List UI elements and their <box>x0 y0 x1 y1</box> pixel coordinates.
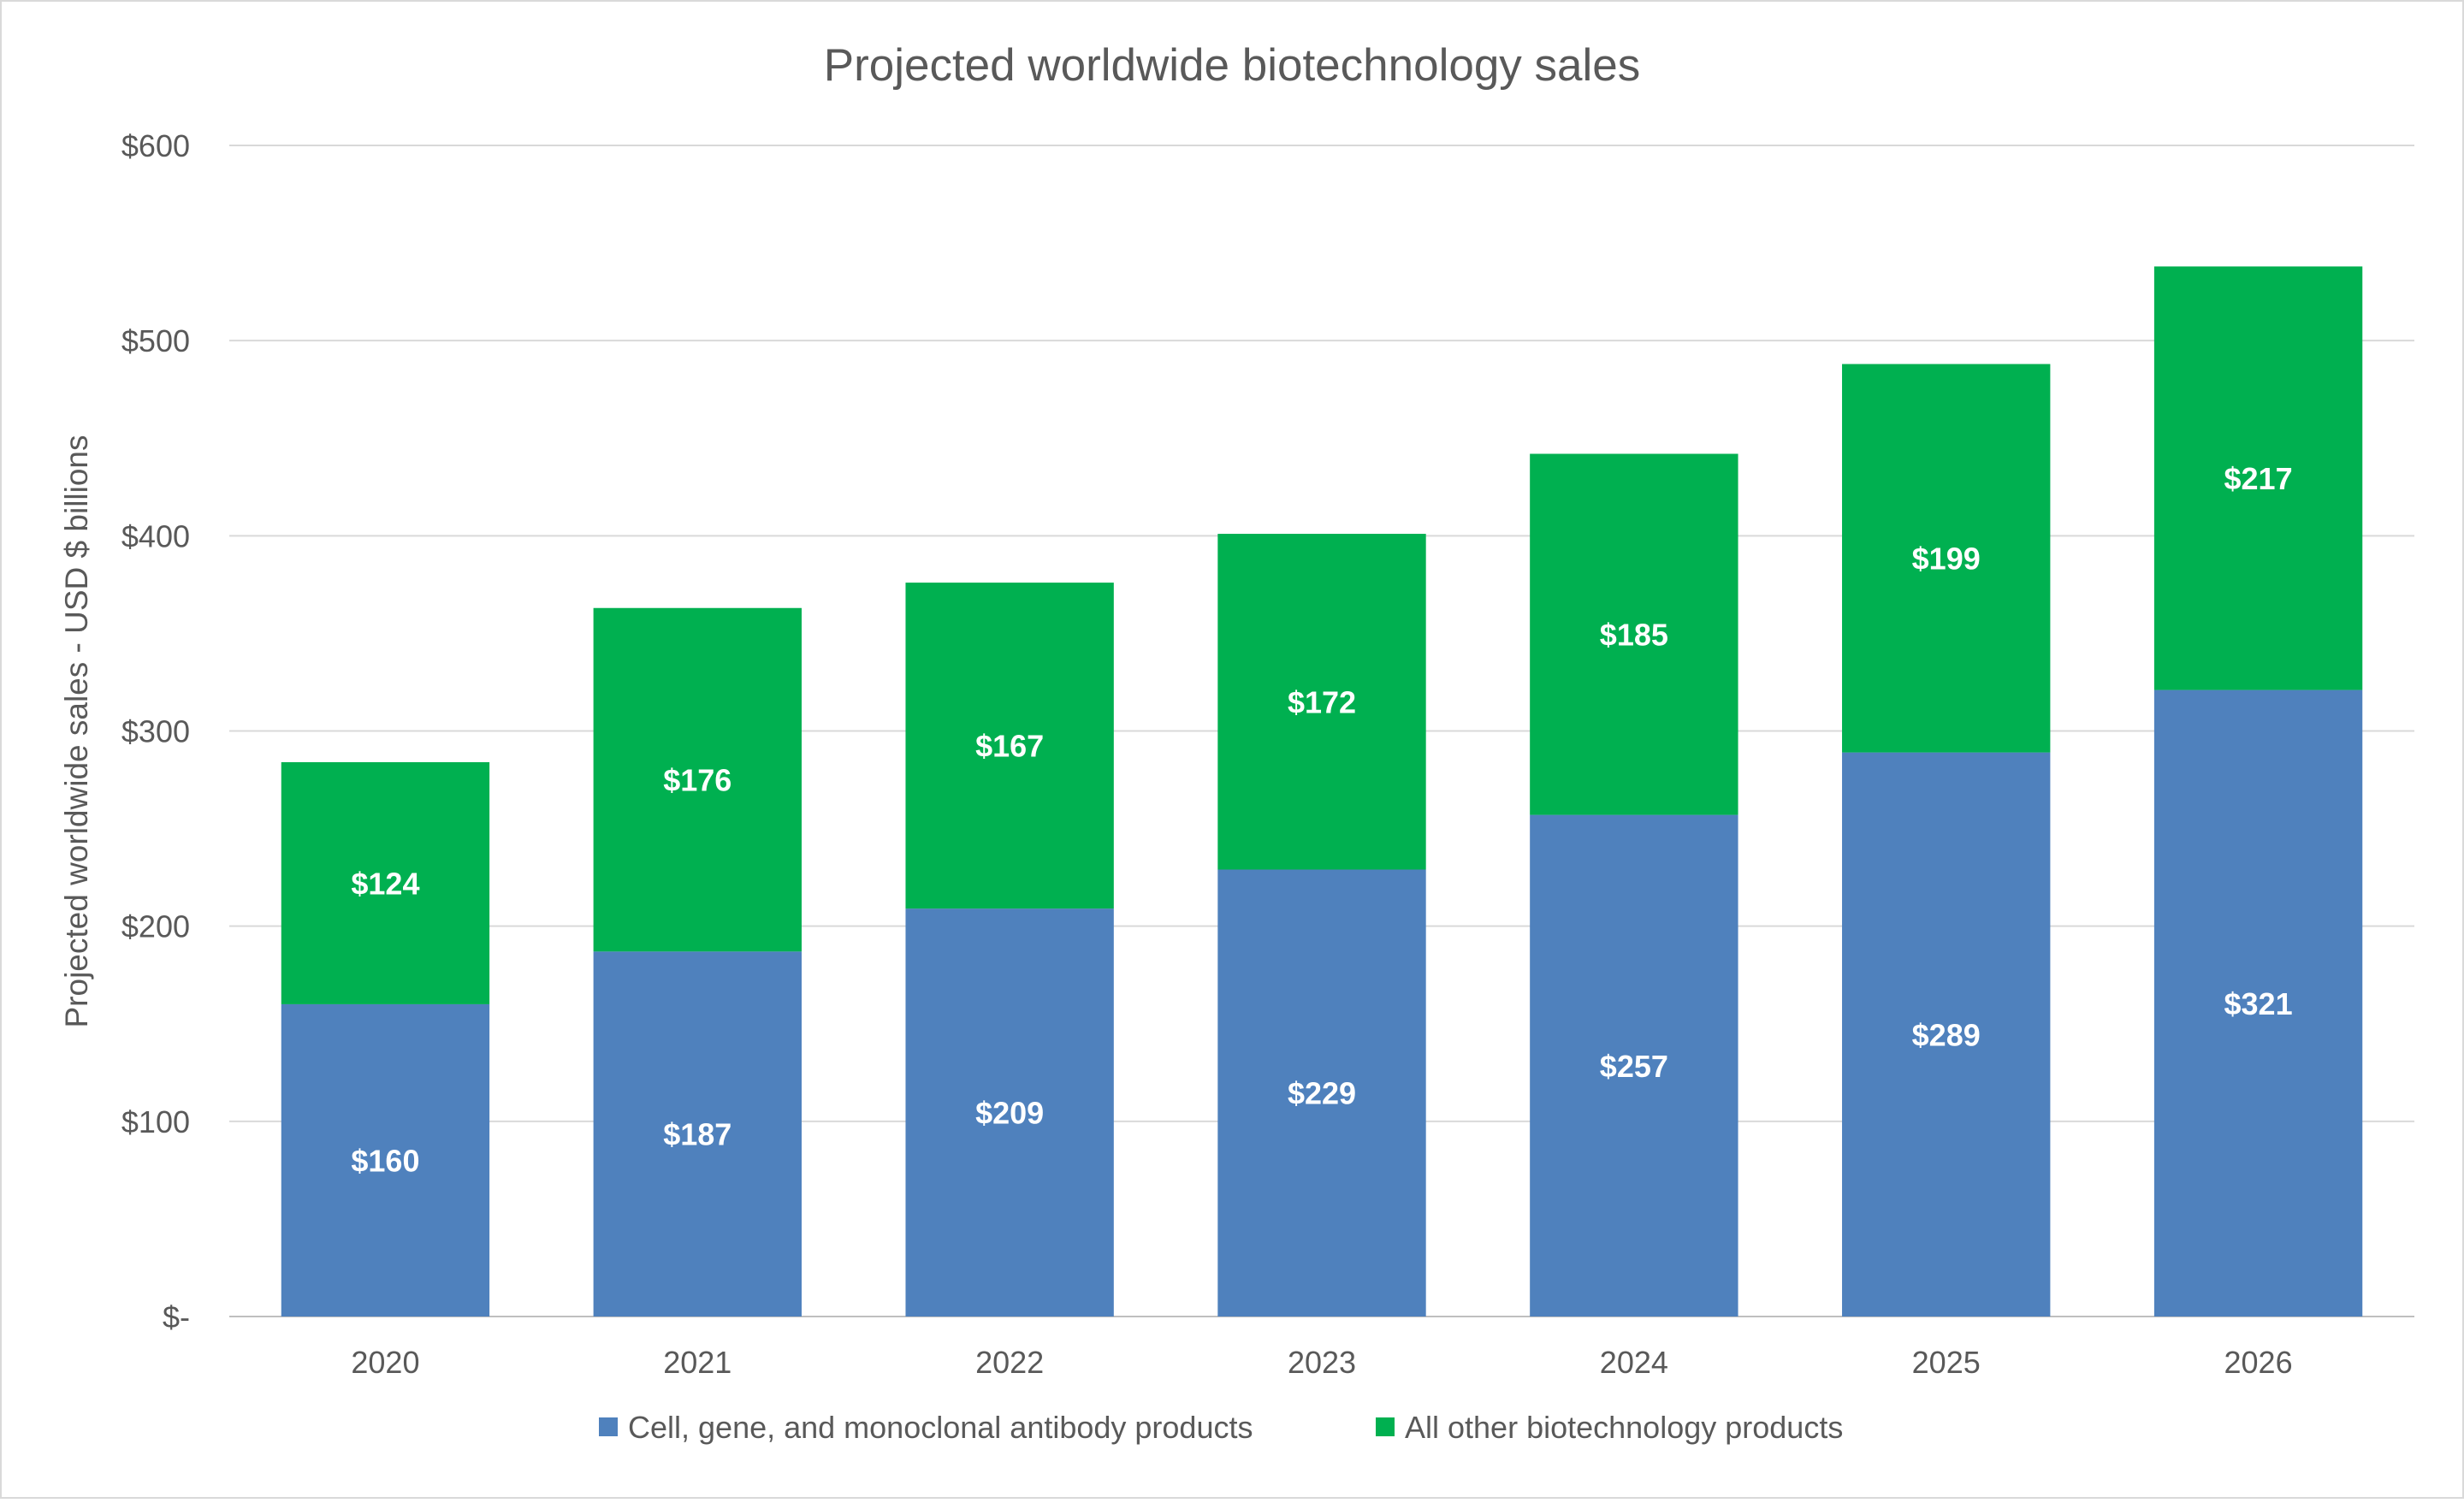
y-tick-label: $200 <box>121 909 190 944</box>
y-tick-label: $500 <box>121 323 190 358</box>
bar-segment <box>281 762 490 1004</box>
bar-segment <box>2153 266 2363 690</box>
y-axis-label: Projected worldwide sales - USD $ billio… <box>59 435 94 1027</box>
y-tick-label: $300 <box>121 714 190 749</box>
bar-segment <box>593 951 802 1317</box>
x-tick-label: 2024 <box>1600 1345 1668 1380</box>
x-tick-label: 2026 <box>2224 1345 2293 1380</box>
data-label: $176 <box>663 763 732 798</box>
data-label: $167 <box>975 729 1044 764</box>
x-tick-label: 2025 <box>1912 1345 1981 1380</box>
data-label: $209 <box>975 1096 1044 1131</box>
bar-segment <box>1217 534 1426 870</box>
y-tick-label: $- <box>163 1299 190 1334</box>
data-label: $217 <box>2224 461 2293 496</box>
x-axis: 2020 2021 2022 2023 2024 2025 2026 <box>351 1345 2292 1380</box>
y-tick-label: $600 <box>121 128 190 163</box>
legend: Cell, gene, and monoclonal antibody prod… <box>599 1410 1843 1445</box>
x-tick-label: 2023 <box>1288 1345 1356 1380</box>
bar-segment <box>1217 869 1426 1317</box>
bar-segment <box>281 1003 490 1317</box>
legend-label: All other biotechnology products <box>1405 1410 1843 1445</box>
y-axis: $- $100 $200 $300 $400 $500 $600 <box>121 128 190 1334</box>
data-label: $289 <box>1912 1017 1981 1052</box>
data-label: $187 <box>663 1117 732 1152</box>
bar-segment <box>1530 814 1738 1317</box>
x-tick-label: 2022 <box>975 1345 1044 1380</box>
legend-swatch <box>599 1417 618 1436</box>
y-tick-label: $400 <box>121 518 190 553</box>
y-tick-label: $100 <box>121 1104 190 1139</box>
chart-title: Projected worldwide biotechnology sales <box>824 40 1641 91</box>
bar-segment <box>905 583 1114 909</box>
data-label: $172 <box>1288 684 1356 719</box>
data-label: $185 <box>1600 618 1668 653</box>
data-label: $229 <box>1288 1076 1356 1111</box>
data-label: $124 <box>351 866 419 901</box>
plot-area: $160 $124 $187 $176 $209 $167 $229 $172 $257 $185… <box>281 266 2363 1317</box>
data-label: $257 <box>1600 1049 1668 1084</box>
bar-segment <box>1842 364 2051 753</box>
bar-segment <box>2153 689 2363 1317</box>
bar-segment <box>905 908 1114 1317</box>
bar-segment <box>1842 752 2051 1317</box>
bar-segment <box>593 607 802 952</box>
bar-segment <box>1530 453 1738 815</box>
data-label: $321 <box>2224 986 2293 1021</box>
x-tick-label: 2021 <box>663 1345 732 1380</box>
data-label: $160 <box>351 1143 419 1178</box>
legend-swatch <box>1376 1417 1395 1436</box>
legend-label: Cell, gene, and monoclonal antibody prod… <box>628 1410 1253 1445</box>
data-label: $199 <box>1912 541 1981 577</box>
x-tick-label: 2020 <box>351 1345 419 1380</box>
